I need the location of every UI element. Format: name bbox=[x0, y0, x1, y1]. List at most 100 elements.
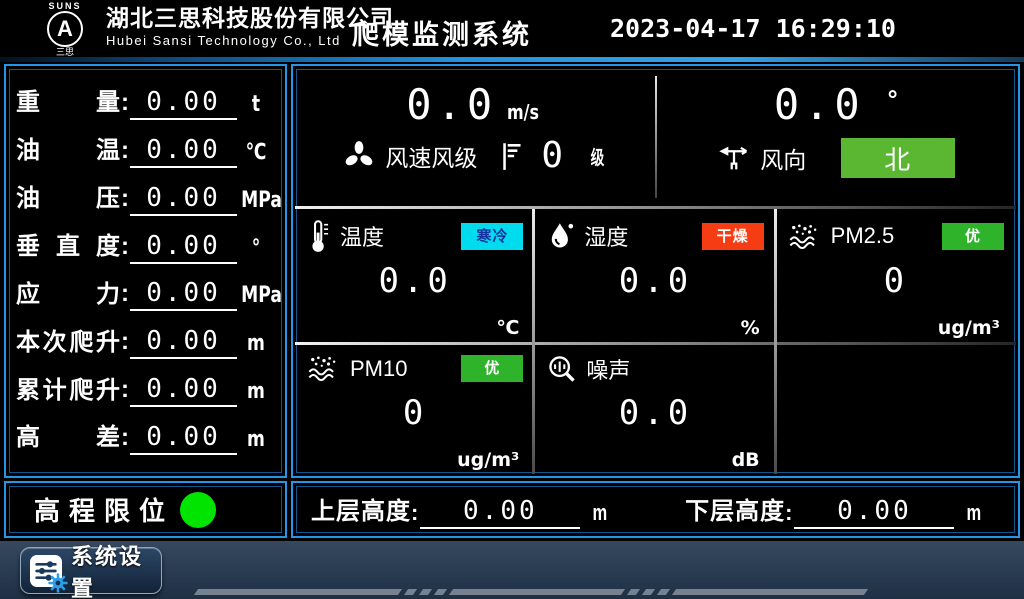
lower-height-label: 下层高度 bbox=[685, 497, 786, 525]
sensor-unit: ug/m³ bbox=[937, 316, 1000, 339]
measure-row-stress: 应力: 0.00 MPa bbox=[16, 278, 282, 312]
divider bbox=[295, 342, 1016, 345]
sensor-unit: ug/m³ bbox=[457, 449, 520, 471]
logo-top-text: SUNS bbox=[48, 1, 82, 11]
status-badge-good: 优 bbox=[941, 222, 1004, 250]
wind-direction-block: 0.0 ° 风向 北 bbox=[657, 68, 1017, 206]
system-settings-button[interactable]: 系统设置 bbox=[20, 544, 162, 599]
wind-level-value: 0 bbox=[541, 135, 564, 176]
measure-value: 0.00 bbox=[130, 422, 237, 455]
measure-label: 累计爬升 bbox=[16, 376, 120, 404]
measure-unit: m bbox=[247, 427, 265, 452]
heights-panel: 上层高度: 0.00 m 下层高度: 0.00 m bbox=[291, 481, 1020, 538]
colon: : bbox=[121, 328, 129, 356]
measure-value: 0.00 bbox=[130, 374, 237, 408]
measure-unit: m bbox=[247, 379, 265, 405]
measure-row-verticality: 垂直度: 0.00 ° bbox=[16, 231, 275, 264]
thermometer-icon bbox=[312, 220, 329, 252]
measure-row-oil-pressure: 油压: 0.00 MPa bbox=[16, 183, 282, 216]
measure-label: 高差 bbox=[16, 424, 120, 452]
divider bbox=[774, 209, 777, 474]
dust-particles-icon bbox=[308, 356, 336, 382]
footer-decor-stripe bbox=[193, 589, 869, 595]
lower-height-group: 下层高度: 0.00 m bbox=[685, 491, 984, 529]
wind-speed-block: 0.0 m/s 风速风级 0 级 bbox=[295, 68, 655, 206]
upper-height-value: 0.00 bbox=[420, 496, 581, 529]
status-badge-dry: 干燥 bbox=[701, 222, 764, 250]
measure-row-current-climb: 本次爬升: 0.00 m bbox=[16, 326, 275, 360]
company-name-en: Hubei Sansi Technology Co., Ltd bbox=[106, 33, 341, 48]
divider bbox=[532, 209, 535, 474]
dust-particles-icon bbox=[789, 223, 817, 249]
wind-direction-value: 0.0 bbox=[773, 80, 865, 129]
divider bbox=[295, 206, 1016, 209]
header-divider bbox=[0, 57, 1024, 62]
colon: : bbox=[121, 376, 129, 404]
sensor-grid: 温度 寒冷 0.0 ℃ 湿度 干燥 0.0 % bbox=[295, 209, 1016, 474]
lower-height-value: 0.00 bbox=[794, 496, 955, 529]
status-badge-cold: 寒冷 bbox=[461, 222, 524, 250]
sliders-settings-icon bbox=[30, 554, 68, 593]
colon: : bbox=[121, 424, 129, 451]
elevation-limit-status-light bbox=[180, 491, 217, 528]
measure-unit: MPa bbox=[241, 283, 282, 309]
sensor-name: 噪声 bbox=[586, 357, 631, 383]
measurements-panel: 重量: 0.00 t 油温: 0.00 ℃ 油压: 0.00 MPa 垂直度: … bbox=[4, 64, 287, 478]
footer-bar: 系统设置 bbox=[0, 541, 1024, 599]
sensor-unit: ℃ bbox=[496, 316, 520, 339]
colon: : bbox=[121, 88, 129, 116]
elevation-limit-panel: 高程限位 bbox=[4, 481, 287, 538]
measure-row-weight: 重量: 0.00 t bbox=[16, 87, 275, 120]
elevation-limit-label: 高程限位 bbox=[34, 496, 175, 526]
sensor-cell-humidity: 湿度 干燥 0.0 % bbox=[535, 209, 775, 342]
wind-section: 0.0 m/s 风速风级 0 级 bbox=[295, 68, 1016, 206]
sensor-value: 0 bbox=[402, 393, 428, 434]
measure-row-height-diff: 高差: 0.00 m bbox=[16, 422, 275, 455]
colon: : bbox=[121, 136, 129, 164]
sensor-cell-noise: 噪声 0.0 dB bbox=[535, 342, 775, 475]
measure-unit: ° bbox=[251, 235, 261, 261]
settings-button-label: 系统设置 bbox=[71, 543, 144, 599]
measure-unit: MPa bbox=[241, 187, 282, 213]
logo-circle-icon: A bbox=[47, 11, 83, 47]
fan-icon bbox=[346, 141, 373, 166]
measure-value: 0.00 bbox=[130, 278, 237, 312]
wind-speed-unit: m/s bbox=[507, 100, 540, 124]
company-name-cn: 湖北三思科技股份有限公司 bbox=[106, 5, 394, 31]
sensor-value: 0.0 bbox=[618, 260, 693, 301]
colon: : bbox=[411, 499, 419, 525]
measure-label: 重量 bbox=[16, 89, 120, 117]
sensor-name: 温度 bbox=[340, 225, 385, 250]
upper-height-label: 上层高度 bbox=[311, 497, 411, 525]
wind-speed-label: 风速风级 bbox=[385, 145, 478, 171]
sensor-cell-pm25: PM2.5 优 0 ug/m³ bbox=[776, 209, 1016, 342]
measure-label: 油压 bbox=[16, 185, 120, 213]
lower-height-unit: m bbox=[966, 499, 982, 525]
sensor-unit: dB bbox=[731, 449, 760, 471]
measure-unit: ℃ bbox=[245, 139, 267, 165]
wind-compass-display: 北 bbox=[841, 138, 956, 178]
measure-value: 0.00 bbox=[130, 326, 237, 360]
divider bbox=[654, 76, 657, 198]
wind-direction-label: 风向 bbox=[760, 147, 807, 173]
colon: : bbox=[785, 499, 793, 525]
measure-row-total-climb: 累计爬升: 0.00 m bbox=[16, 374, 275, 408]
header-bar: SUNS A 三思 湖北三思科技股份有限公司 Hubei Sansi Techn… bbox=[0, 0, 1024, 57]
sensor-cell-pm10: PM10 优 0 ug/m³ bbox=[295, 342, 535, 475]
sensor-name: PM10 bbox=[350, 355, 408, 381]
sensor-name: 湿度 bbox=[584, 225, 629, 250]
wind-level-flag-icon bbox=[503, 143, 521, 170]
measure-value: 0.00 bbox=[130, 135, 237, 168]
measure-unit: t bbox=[251, 91, 261, 117]
sensor-value: 0 bbox=[883, 260, 909, 301]
company-logo: SUNS A 三思 bbox=[30, 1, 100, 57]
measure-label: 油温 bbox=[16, 137, 120, 165]
wind-level-unit: 级 bbox=[590, 147, 605, 169]
environment-panel: 0.0 m/s 风速风级 0 级 bbox=[291, 64, 1020, 478]
sensor-unit: % bbox=[740, 316, 760, 339]
wind-vane-icon bbox=[719, 146, 748, 170]
logo-bottom-text: 三思 bbox=[55, 47, 74, 57]
measure-unit: m bbox=[247, 331, 265, 357]
sensor-value: 0.0 bbox=[618, 393, 693, 434]
